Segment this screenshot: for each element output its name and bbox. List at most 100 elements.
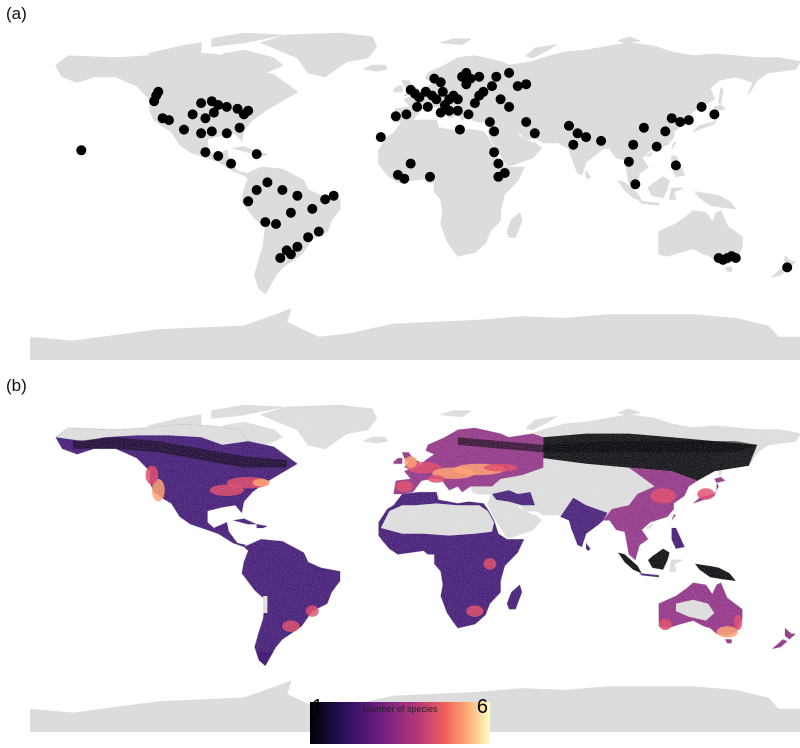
occurrence-point xyxy=(243,196,254,207)
occurrence-point xyxy=(478,86,489,97)
species-richness-map xyxy=(30,404,800,732)
occurrence-point xyxy=(435,107,446,118)
land-taiwan xyxy=(671,142,677,149)
land-africa xyxy=(378,119,525,257)
occurrence-point xyxy=(630,179,641,190)
texture-overlay xyxy=(30,412,800,652)
land-new-guinea xyxy=(694,191,737,210)
occurrence-point xyxy=(444,105,455,116)
occurrence-point xyxy=(452,105,463,116)
occurrence-point xyxy=(221,128,232,139)
occurrence-point xyxy=(638,122,649,133)
land-australia xyxy=(658,210,743,265)
occurrence-point xyxy=(709,109,720,120)
occurrence-point xyxy=(292,241,303,252)
occurrence-point xyxy=(730,253,741,263)
occurrence-point xyxy=(243,105,254,116)
occurrence-point xyxy=(463,109,474,120)
occurrence-point xyxy=(251,149,262,160)
occurrence-point xyxy=(392,169,403,180)
land-borneo xyxy=(647,176,670,199)
occurrence-point xyxy=(666,113,677,124)
occurrence-point xyxy=(429,73,440,84)
occurrence-point xyxy=(489,126,500,137)
occurrence-point xyxy=(596,135,607,146)
occurrence-point xyxy=(275,253,286,263)
occurrence-point xyxy=(179,124,189,135)
occurrence-point xyxy=(251,185,262,195)
land-victoria-is xyxy=(162,53,202,63)
occurrence-point xyxy=(437,86,448,97)
legend-title: Number of species xyxy=(362,704,438,714)
occurrence-point xyxy=(187,109,198,120)
occurrence-point xyxy=(234,122,245,133)
occurrence-point xyxy=(390,111,401,122)
occurrence-point xyxy=(196,98,207,109)
occurrence-point xyxy=(623,156,634,167)
occurrence-point xyxy=(504,101,515,112)
occurrence-point xyxy=(277,185,288,195)
occurrence-point xyxy=(782,262,793,273)
land-baffin xyxy=(222,49,283,74)
land-iceland xyxy=(363,64,388,72)
occurrence-point xyxy=(651,141,662,152)
occurrence-point xyxy=(196,128,207,139)
occurrence-point xyxy=(529,128,540,139)
occurrence-point xyxy=(512,81,523,92)
land-ellesmere xyxy=(211,32,283,47)
land-hainan xyxy=(645,151,653,157)
occurrence-point xyxy=(213,151,224,161)
occurrence-point xyxy=(628,139,639,150)
land-tasmania xyxy=(724,266,733,272)
occurrence-point xyxy=(581,132,592,143)
occurrence-point xyxy=(660,126,671,137)
occurrence-point xyxy=(307,203,318,214)
occurrence-point xyxy=(572,128,583,139)
color-legend: Number of species 1 6 xyxy=(310,696,490,748)
occurrence-point xyxy=(262,177,273,188)
land-novaya-zemlya xyxy=(525,44,557,59)
occurrence-point xyxy=(454,124,465,135)
land-greenland xyxy=(260,32,377,78)
occurrence-map xyxy=(30,32,800,360)
occurrence-point xyxy=(493,158,504,169)
occurrence-point xyxy=(200,113,211,124)
panel-a-label: (a) xyxy=(6,4,27,23)
occurrence-point xyxy=(208,107,219,118)
occurrence-point xyxy=(452,94,463,105)
land-madagascar xyxy=(506,212,523,238)
occurrence-point xyxy=(260,217,271,228)
occurrence-point xyxy=(670,160,681,171)
occurrence-point xyxy=(221,101,232,112)
occurrence-point xyxy=(425,171,435,182)
land-svalbard xyxy=(440,38,472,46)
richness-layer xyxy=(30,405,800,666)
occurrence-point xyxy=(281,245,292,256)
occurrence-point xyxy=(484,117,495,127)
occurrence-point xyxy=(495,94,506,105)
occurrence-point xyxy=(271,219,281,229)
occurrence-point xyxy=(303,232,314,243)
occurrence-point xyxy=(504,67,515,78)
legend-max-label: 6 xyxy=(476,696,488,718)
occurrence-point xyxy=(313,226,324,237)
occurrence-point xyxy=(401,109,412,120)
occurrence-point xyxy=(412,101,423,112)
land-ireland xyxy=(393,85,403,93)
occurrence-point xyxy=(405,158,416,169)
land-arabia-overlay xyxy=(489,129,542,166)
legend-colorbar xyxy=(310,702,490,744)
occurrence-point xyxy=(521,79,532,90)
occurrence-point xyxy=(564,120,574,131)
occurrence-point xyxy=(292,190,303,201)
land-sri-lanka xyxy=(585,170,591,180)
occurrence-point xyxy=(474,71,485,82)
occurrence-point xyxy=(491,71,502,82)
occurrence-point xyxy=(328,190,339,201)
occurrence-point xyxy=(487,81,497,92)
land-south-america xyxy=(241,166,341,295)
occurrence-points xyxy=(76,67,793,273)
land-sulawesi xyxy=(669,187,683,200)
occurrence-point xyxy=(206,126,217,137)
panel-b-label: (b) xyxy=(6,376,27,395)
